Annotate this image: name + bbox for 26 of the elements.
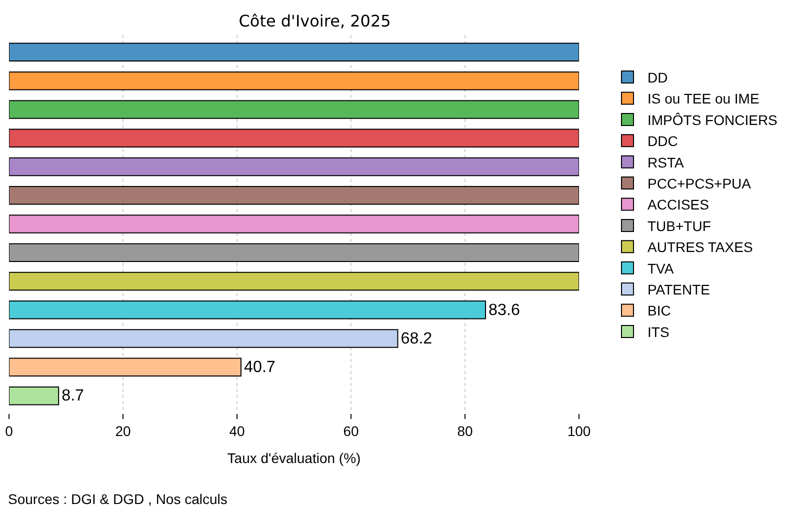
x-tick-label: 100 <box>567 422 591 439</box>
x-tick-label: 60 <box>343 422 359 439</box>
legend-label: TVA <box>648 260 674 276</box>
legend-label: IMPÔTS FONCIERS <box>648 112 778 128</box>
legend-label: PCC+PCS+PUA <box>648 176 752 192</box>
legend-label: DD <box>648 70 668 86</box>
legend-label: DDC <box>648 133 678 150</box>
legend-label: PATENTE <box>648 282 710 298</box>
legend-label: AUTRES TAXES <box>648 239 753 256</box>
data-label: 8.7 <box>62 386 84 405</box>
data-label: 40.7 <box>244 358 276 376</box>
x-tick-label: 0 <box>5 422 14 439</box>
x-tick-label: 80 <box>457 422 473 439</box>
legend-label: BIC <box>648 302 671 319</box>
legend-label: TUB+TUF <box>648 218 711 234</box>
chart-title: Côte d'Ivoire, 2025 <box>238 11 391 30</box>
source-note: Sources : DGI & DGD , Nos calculs <box>8 491 228 507</box>
legend-label: ITS <box>648 324 670 340</box>
legend-label: ACCISES <box>648 196 709 213</box>
legend-label: RSTA <box>648 154 684 170</box>
x-tick-label: 20 <box>115 422 131 439</box>
data-label: 83.6 <box>488 300 520 319</box>
x-tick-label: 40 <box>229 422 245 439</box>
legend-label: IS ou TEE ou IME <box>648 90 760 107</box>
data-label: 68.2 <box>400 329 432 348</box>
x-axis-title: Taux d'évaluation (%) <box>227 450 361 466</box>
